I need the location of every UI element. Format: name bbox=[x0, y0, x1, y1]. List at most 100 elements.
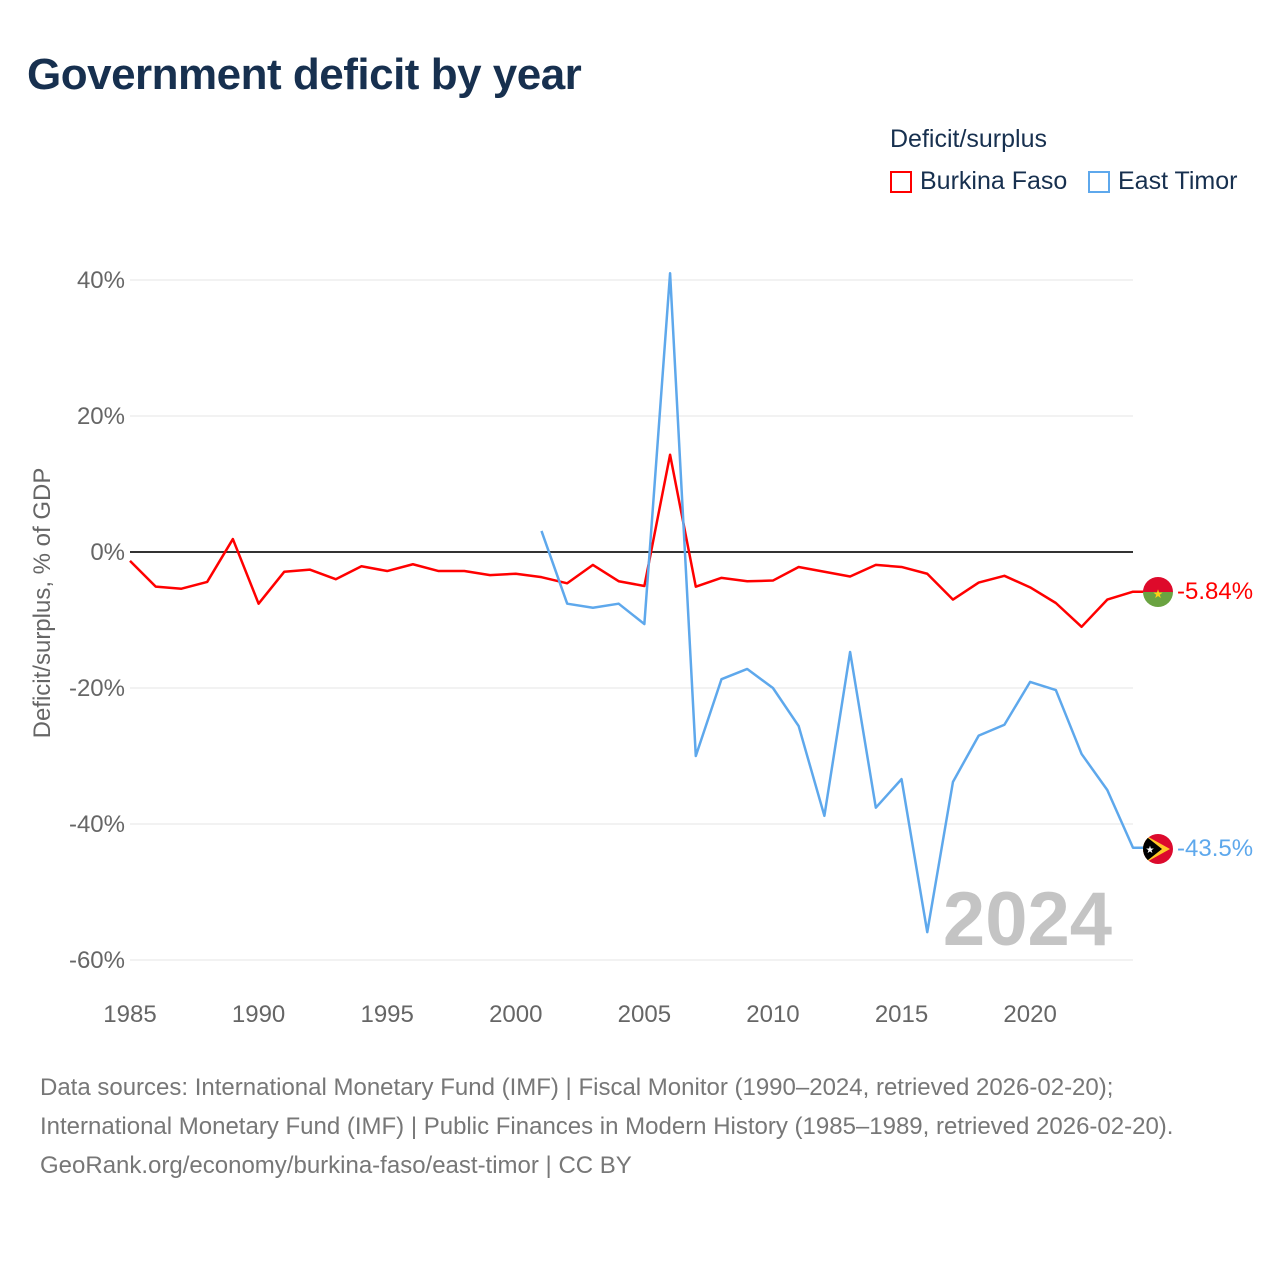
data-point[interactable] bbox=[538, 574, 544, 580]
legend-title: Deficit/surplus bbox=[890, 125, 1047, 153]
legend-label: East Timor bbox=[1118, 167, 1238, 195]
y-tick-label: 0% bbox=[90, 539, 125, 566]
east-timor-flag-icon: ★ bbox=[1143, 834, 1173, 864]
data-point[interactable] bbox=[127, 558, 133, 564]
data-point[interactable] bbox=[796, 564, 802, 570]
data-point[interactable] bbox=[487, 572, 493, 578]
x-tick-label: 2000 bbox=[489, 1001, 542, 1028]
data-point[interactable] bbox=[847, 573, 853, 579]
data-point[interactable] bbox=[538, 528, 544, 534]
data-point[interactable] bbox=[873, 562, 879, 568]
burkina-faso-flag-icon: ★ bbox=[1143, 577, 1173, 607]
year-watermark: 2024 bbox=[943, 877, 1112, 962]
data-point[interactable] bbox=[564, 580, 570, 586]
y-tick-label: 40% bbox=[77, 267, 125, 294]
data-point[interactable] bbox=[1027, 584, 1033, 590]
data-point[interactable] bbox=[976, 733, 982, 739]
data-point[interactable] bbox=[1079, 751, 1085, 757]
x-tick-label: 2020 bbox=[1003, 1001, 1056, 1028]
data-point[interactable] bbox=[410, 561, 416, 567]
data-point[interactable] bbox=[256, 601, 262, 607]
data-point[interactable] bbox=[924, 571, 930, 577]
svg-text:★: ★ bbox=[1153, 587, 1164, 601]
end-label-east-timor: -43.5% bbox=[1177, 835, 1253, 862]
x-tick-label: 1985 bbox=[103, 1001, 156, 1028]
svg-text:★: ★ bbox=[1146, 845, 1155, 856]
data-point[interactable] bbox=[770, 685, 776, 691]
legend-item-east-timor[interactable]: East Timor bbox=[1088, 167, 1237, 196]
data-point[interactable] bbox=[976, 580, 982, 586]
legend-swatch bbox=[890, 170, 912, 193]
data-point[interactable] bbox=[693, 753, 699, 759]
footer: Data sources: International Monetary Fun… bbox=[40, 1068, 1240, 1185]
legend-label: Burkina Faso bbox=[920, 167, 1068, 195]
data-point[interactable] bbox=[1001, 722, 1007, 728]
data-point[interactable] bbox=[1104, 787, 1110, 793]
data-point[interactable] bbox=[384, 568, 390, 574]
data-point[interactable] bbox=[590, 562, 596, 568]
data-point[interactable] bbox=[693, 584, 699, 590]
data-point[interactable] bbox=[230, 536, 236, 542]
y-tick-label: -60% bbox=[69, 947, 125, 974]
data-point[interactable] bbox=[1130, 845, 1136, 851]
data-sources: Data sources: International Monetary Fun… bbox=[40, 1074, 1174, 1140]
data-point[interactable] bbox=[924, 929, 930, 935]
data-point[interactable] bbox=[178, 586, 184, 592]
data-point[interactable] bbox=[564, 601, 570, 607]
data-point[interactable] bbox=[1053, 600, 1059, 606]
y-tick-label: -20% bbox=[69, 675, 125, 702]
data-point[interactable] bbox=[436, 568, 442, 574]
data-point[interactable] bbox=[770, 578, 776, 584]
data-point[interactable] bbox=[950, 597, 956, 603]
data-point[interactable] bbox=[1001, 573, 1007, 579]
data-point[interactable] bbox=[847, 649, 853, 655]
data-point[interactable] bbox=[667, 270, 673, 276]
legend-item-burkina-faso[interactable]: Burkina Faso bbox=[890, 167, 1067, 196]
x-tick-label: 2005 bbox=[618, 1001, 671, 1028]
data-point[interactable] bbox=[744, 578, 750, 584]
data-point[interactable] bbox=[358, 563, 364, 569]
data-point[interactable] bbox=[307, 567, 313, 573]
chart-title: Government deficit by year bbox=[27, 50, 582, 99]
data-point[interactable] bbox=[744, 666, 750, 672]
legend-swatch bbox=[1088, 170, 1110, 193]
series-line-east-timor[interactable] bbox=[540, 271, 1145, 934]
x-tick-label: 2015 bbox=[875, 1001, 928, 1028]
data-point[interactable] bbox=[1053, 687, 1059, 693]
end-label-burkina-faso: -5.84% bbox=[1177, 578, 1253, 605]
data-point[interactable] bbox=[333, 576, 339, 582]
data-point[interactable] bbox=[641, 621, 647, 627]
data-point[interactable] bbox=[1104, 597, 1110, 603]
data-point[interactable] bbox=[719, 676, 725, 682]
data-point[interactable] bbox=[667, 452, 673, 458]
data-point[interactable] bbox=[204, 579, 210, 585]
data-point[interactable] bbox=[1079, 624, 1085, 630]
data-point[interactable] bbox=[616, 578, 622, 584]
credit-link[interactable]: GeoRank.org/economy/burkina-faso/east-ti… bbox=[40, 1152, 632, 1179]
data-point[interactable] bbox=[950, 779, 956, 785]
x-tick-label: 1990 bbox=[232, 1001, 285, 1028]
y-tick-label: 20% bbox=[77, 403, 125, 430]
x-tick-label: 1995 bbox=[360, 1001, 413, 1028]
data-point[interactable] bbox=[899, 776, 905, 782]
y-tick-label: -40% bbox=[69, 811, 125, 838]
data-point[interactable] bbox=[590, 605, 596, 611]
data-point[interactable] bbox=[153, 584, 159, 590]
data-point[interactable] bbox=[821, 813, 827, 819]
data-point[interactable] bbox=[1130, 589, 1136, 595]
data-point[interactable] bbox=[513, 571, 519, 577]
y-axis-label: Deficit/surplus, % of GDP bbox=[29, 468, 56, 739]
x-tick-label: 2010 bbox=[746, 1001, 799, 1028]
data-point[interactable] bbox=[719, 575, 725, 581]
data-point[interactable] bbox=[616, 601, 622, 607]
data-point[interactable] bbox=[796, 723, 802, 729]
data-point[interactable] bbox=[281, 569, 287, 575]
data-point[interactable] bbox=[873, 805, 879, 811]
series-line-burkina-faso[interactable] bbox=[129, 453, 1145, 629]
data-point[interactable] bbox=[1027, 679, 1033, 685]
data-point[interactable] bbox=[461, 568, 467, 574]
data-point[interactable] bbox=[899, 564, 905, 570]
data-point[interactable] bbox=[821, 569, 827, 575]
